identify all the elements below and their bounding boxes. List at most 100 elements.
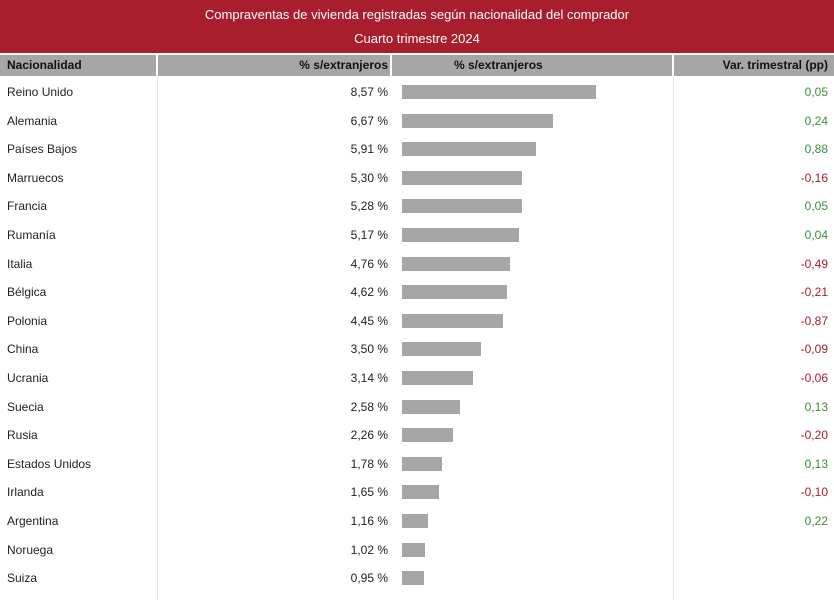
country-name: Rumanía — [7, 228, 56, 242]
pct-bar — [402, 256, 510, 271]
header-var: Var. trimestral (pp) — [674, 55, 834, 76]
table-row: China 3,50 % -0,09 — [0, 335, 834, 364]
country-name: Noruega — [7, 542, 54, 557]
pct-value: 1,65 % — [350, 485, 388, 500]
pct-value: 4,76 % — [350, 256, 388, 271]
var-value: 0,13 — [804, 456, 828, 471]
table-row: Polonia 4,45 % -0,87 — [0, 307, 834, 336]
header-nacionalidad: Nacionalidad — [0, 55, 156, 76]
var-value: -0,21 — [800, 285, 828, 300]
pct-value: 2,58 % — [350, 399, 388, 414]
pct-bar — [402, 485, 440, 500]
pct-value: 0,95 % — [350, 571, 388, 586]
table-row: Marruecos 5,30 % -0,16 — [0, 164, 834, 193]
country-name: Ucrania — [7, 371, 49, 385]
country-name: Italia — [7, 256, 33, 271]
pct-value: 1,16 % — [350, 514, 388, 528]
pct-value: 5,17 % — [350, 228, 388, 242]
column-divider — [157, 78, 158, 600]
country-name: Reino Unido — [7, 85, 74, 99]
header-var-label: Var. trimestral (pp) — [722, 58, 828, 72]
table-row: Suecia 2,58 % 0,13 — [0, 393, 834, 422]
var-value: 0,88 — [804, 142, 828, 157]
pct-bar — [402, 571, 424, 586]
table-row: Francia 5,28 % 0,05 — [0, 192, 834, 221]
var-value: -0,10 — [800, 485, 828, 500]
country-name: Países Bajos — [7, 142, 78, 157]
var-value: 0,22 — [804, 514, 828, 528]
pct-value: 6,67 % — [350, 113, 388, 128]
country-name: Argentina — [7, 514, 59, 528]
pct-value: 5,91 % — [350, 142, 388, 157]
table-row: Alemania 6,67 % 0,24 — [0, 107, 834, 136]
country-name: Irlanda — [7, 485, 44, 500]
var-value: -0,06 — [800, 371, 828, 385]
var-value: -0,09 — [800, 342, 828, 357]
pct-value: 3,14 % — [350, 371, 388, 385]
header-pct: % s/extranjeros — [158, 55, 390, 76]
chart-title: Compraventas de vivienda registradas seg… — [204, 7, 630, 22]
pct-value: 3,50 % — [350, 342, 388, 357]
country-name: Estados Unidos — [7, 456, 92, 471]
pct-bar — [402, 428, 454, 443]
table-row: Italia 4,76 % -0,49 — [0, 250, 834, 279]
var-value: 0,05 — [804, 85, 828, 99]
pct-value: 1,78 % — [350, 456, 388, 471]
pct-value: 8,57 % — [350, 85, 388, 99]
var-value: -0,20 — [800, 428, 828, 443]
pct-bar — [402, 113, 553, 128]
table-row: Irlanda 1,65 % -0,10 — [0, 478, 834, 507]
pct-bar — [402, 514, 429, 528]
table-row: Países Bajos 5,91 % 0,88 — [0, 135, 834, 164]
header-pct-bar-label: % s/extranjeros — [454, 58, 543, 72]
pct-bar — [402, 342, 482, 357]
country-name: Suecia — [7, 399, 44, 414]
chart-subtitle: Cuarto trimestre 2024 — [354, 31, 480, 46]
pct-bar — [402, 371, 474, 385]
country-name: Alemania — [7, 113, 58, 128]
country-name: Francia — [7, 199, 48, 214]
pct-bar — [402, 85, 596, 99]
var-value: -0,87 — [800, 313, 828, 328]
table-row: Noruega 1,02 % — [0, 536, 834, 565]
pct-value: 4,62 % — [350, 285, 388, 300]
pct-bar — [402, 313, 503, 328]
table-row: Ucrania 3,14 % -0,06 — [0, 364, 834, 393]
title-banner: Compraventas de vivienda registradas seg… — [0, 0, 834, 53]
country-name: Suiza — [7, 571, 38, 586]
country-name: Polonia — [7, 313, 48, 328]
table-row: Suiza 0,95 % — [0, 564, 834, 593]
var-value: 0,13 — [804, 399, 828, 414]
header-pct-bar: % s/extranjeros — [392, 55, 672, 76]
pct-value: 4,45 % — [350, 313, 388, 328]
header-pct-label: % s/extranjeros — [299, 58, 388, 72]
pct-value: 5,30 % — [350, 170, 388, 185]
table-row: Estados Unidos 1,78 % 0,13 — [0, 450, 834, 479]
column-divider — [673, 78, 674, 600]
pct-bar — [402, 285, 507, 300]
country-name: Rusia — [7, 428, 38, 443]
country-name: Bélgica — [7, 285, 47, 300]
table-row: Reino Unido 8,57 % 0,05 — [0, 78, 834, 107]
country-name: China — [7, 342, 39, 357]
pct-value: 2,26 % — [350, 428, 388, 443]
pct-bar — [402, 542, 426, 557]
header-nacionalidad-label: Nacionalidad — [7, 58, 82, 72]
pct-bar — [402, 228, 520, 242]
country-name: Marruecos — [7, 170, 64, 185]
pct-bar — [402, 399, 461, 414]
pct-bar — [402, 199, 522, 214]
var-value: 0,05 — [804, 199, 828, 214]
pct-bar — [402, 142, 536, 157]
table-row: Rumanía 5,17 % 0,04 — [0, 221, 834, 250]
var-value: -0,49 — [800, 256, 828, 271]
table-row: Argentina 1,16 % 0,22 — [0, 507, 834, 536]
pct-bar — [402, 170, 522, 185]
table-row: Bélgica 4,62 % -0,21 — [0, 278, 834, 307]
pct-value: 1,02 % — [350, 542, 388, 557]
pct-bar — [402, 456, 443, 471]
table-row: Rusia 2,26 % -0,20 — [0, 421, 834, 450]
var-value: 0,04 — [804, 228, 828, 242]
var-value: 0,24 — [804, 113, 828, 128]
var-value: -0,16 — [800, 170, 828, 185]
